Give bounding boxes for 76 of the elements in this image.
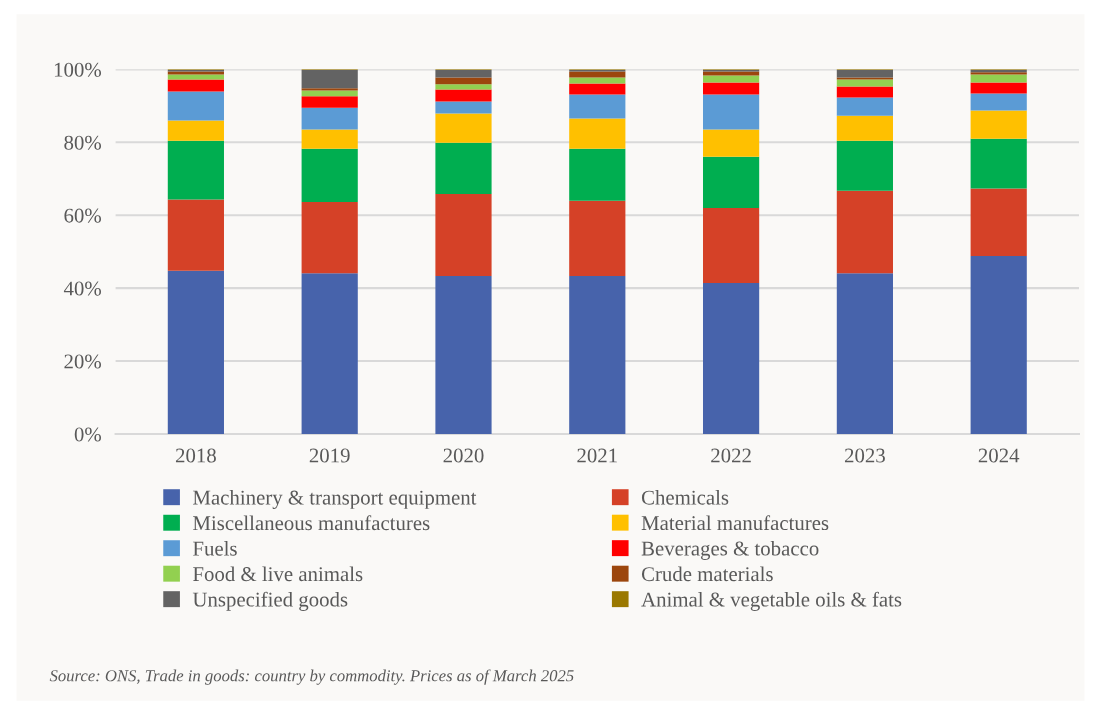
x-tick-label: 2020: [443, 448, 484, 463]
y-tick-label: 20%: [64, 354, 102, 369]
bar: [301, 273, 358, 435]
bar: [569, 77, 626, 84]
bar: [836, 115, 893, 141]
bar: [970, 82, 1027, 94]
bar: [836, 97, 893, 116]
bar: [836, 77, 893, 80]
legend-label: Animal & vegetable oils & fats: [641, 591, 902, 611]
x-tick-label: 2022: [711, 448, 751, 463]
bar: [301, 88, 358, 91]
x-tick-label: 2023: [844, 448, 885, 463]
bar: [301, 70, 358, 89]
bar: [970, 138, 1027, 189]
bar: [301, 107, 358, 130]
bar: [435, 142, 492, 195]
bar: [435, 84, 492, 90]
bar: [435, 101, 492, 114]
bar: [569, 83, 626, 95]
y-tick-label: 40%: [63, 281, 102, 296]
bar: [435, 70, 492, 78]
bar: [836, 70, 893, 78]
bar: [167, 140, 224, 200]
x-tick-label: 2018: [175, 448, 216, 463]
legend-label: Chemicals: [641, 489, 729, 505]
bar: [836, 86, 893, 98]
bar: [435, 89, 492, 102]
bar: [435, 276, 492, 435]
bar: [703, 207, 760, 284]
bar: [703, 94, 760, 130]
bar: [703, 82, 760, 95]
legend-label: Crude materials: [641, 566, 773, 582]
legend-label: Miscellaneous manufactures: [193, 515, 430, 531]
bar: [435, 194, 492, 277]
bar: [970, 110, 1027, 139]
bar: [167, 91, 224, 121]
x-tick-label: 2021: [577, 448, 617, 463]
y-tick-label: 80%: [64, 135, 102, 150]
bar: [167, 79, 224, 92]
legend-label: Beverages & tobacco: [641, 540, 819, 560]
bar: [569, 200, 626, 277]
y-tick-label: 100%: [54, 62, 102, 77]
bar: [301, 96, 358, 108]
bar: [301, 148, 358, 203]
bar: [970, 256, 1027, 435]
bar: [836, 190, 893, 274]
legend-label: Unspecified goods: [192, 591, 348, 611]
legend-label: Material manufactures: [641, 515, 829, 531]
bar: [703, 129, 760, 157]
bar: [301, 202, 358, 274]
source-note: Source: ONS, Trade in goods: country by commodity. Prices as of March 2025: [49, 669, 574, 685]
y-tick-label: 60%: [64, 208, 102, 223]
bar: [970, 74, 1027, 83]
x-tick-label: 2024: [978, 448, 1020, 463]
bar: [569, 118, 626, 149]
bar: [167, 270, 224, 435]
y-tick-label: 0%: [74, 427, 102, 442]
bar: [167, 199, 224, 271]
bar: [703, 156, 760, 208]
bar: [569, 94, 626, 119]
bar: [167, 120, 224, 141]
legend-label: Fuels: [193, 540, 237, 556]
bar: [970, 188, 1027, 257]
bar: [836, 273, 893, 435]
bar: [435, 77, 492, 85]
bar: [836, 140, 893, 191]
bar: [569, 276, 626, 435]
legend-label: Machinery & transport equipment: [193, 489, 477, 509]
bar: [569, 148, 626, 201]
legend-label: Food & live animals: [193, 566, 363, 582]
bar: [301, 129, 358, 149]
bar: [167, 74, 224, 80]
bar: [703, 283, 760, 435]
x-tick-label: 2019: [309, 448, 350, 463]
bar: [970, 93, 1027, 111]
bar: [435, 113, 492, 143]
